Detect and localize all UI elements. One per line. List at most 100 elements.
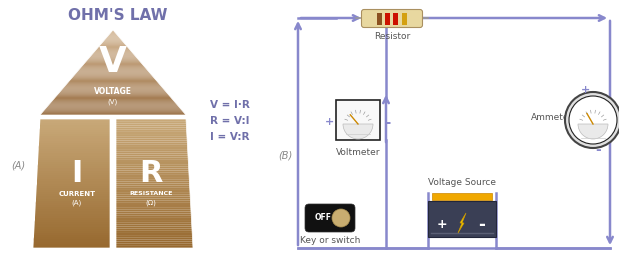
Polygon shape [77,71,150,73]
Bar [377,13,382,25]
Text: RESISTANCE: RESISTANCE [129,191,173,196]
Polygon shape [36,188,110,190]
Polygon shape [116,145,188,147]
Polygon shape [81,66,145,67]
Polygon shape [116,196,190,199]
Polygon shape [116,246,193,248]
Circle shape [565,92,619,148]
Polygon shape [38,143,110,145]
Polygon shape [37,183,110,186]
Polygon shape [116,214,191,216]
Polygon shape [116,224,192,227]
Polygon shape [116,138,187,141]
Polygon shape [97,47,129,48]
Polygon shape [116,130,187,132]
Polygon shape [79,68,147,69]
Polygon shape [116,183,189,186]
Polygon shape [40,128,110,130]
Polygon shape [35,211,110,214]
Polygon shape [60,90,166,92]
Polygon shape [116,188,190,190]
Polygon shape [36,192,110,194]
Text: -: - [478,216,485,234]
Polygon shape [116,229,192,231]
Polygon shape [37,177,110,179]
Text: Voltmeter: Voltmeter [335,148,380,157]
Polygon shape [116,164,189,166]
Polygon shape [116,153,188,156]
Polygon shape [89,57,137,58]
Text: OFF: OFF [314,213,332,223]
Polygon shape [116,179,189,181]
Polygon shape [34,227,110,229]
Polygon shape [58,94,168,95]
Polygon shape [116,201,191,203]
Polygon shape [58,93,168,94]
Polygon shape [36,196,110,199]
Polygon shape [116,207,191,209]
Polygon shape [46,106,180,108]
Text: OHM'S LAW: OHM'S LAW [68,8,168,24]
Polygon shape [94,51,132,52]
Polygon shape [87,59,139,60]
Text: I = V:R: I = V:R [210,132,249,142]
Polygon shape [64,85,162,86]
Polygon shape [116,181,189,183]
Polygon shape [112,30,114,31]
Polygon shape [116,173,189,175]
Text: Key or switch: Key or switch [300,236,360,245]
Polygon shape [33,246,110,248]
Polygon shape [116,220,192,222]
Polygon shape [84,63,142,64]
Polygon shape [90,55,136,57]
Polygon shape [40,114,186,115]
Polygon shape [116,222,192,224]
Polygon shape [35,218,110,220]
Polygon shape [35,216,110,218]
Polygon shape [38,162,110,164]
Circle shape [332,209,350,227]
Polygon shape [116,132,187,134]
Polygon shape [116,199,191,201]
Polygon shape [100,44,126,45]
Polygon shape [79,69,148,70]
Polygon shape [116,244,193,246]
Text: V = I·R: V = I·R [210,100,250,110]
Polygon shape [116,151,188,153]
Polygon shape [45,108,181,109]
Polygon shape [83,64,143,65]
Text: I: I [71,159,83,188]
Polygon shape [40,119,110,121]
Polygon shape [101,43,125,44]
Polygon shape [40,123,110,125]
Polygon shape [108,35,118,36]
Polygon shape [106,36,119,38]
Polygon shape [39,134,110,136]
Polygon shape [74,75,152,76]
Polygon shape [108,34,118,35]
Polygon shape [35,199,110,201]
Polygon shape [35,203,110,205]
Polygon shape [39,138,110,141]
Polygon shape [66,84,160,85]
Polygon shape [75,74,151,75]
Polygon shape [116,136,187,138]
Polygon shape [37,166,110,169]
Polygon shape [92,53,134,54]
Text: (V): (V) [108,98,118,105]
Polygon shape [38,158,110,160]
Polygon shape [33,235,110,237]
Polygon shape [116,233,193,235]
Polygon shape [35,207,110,209]
Polygon shape [37,181,110,183]
Bar [336,100,380,140]
Polygon shape [116,134,187,136]
Polygon shape [458,213,466,233]
Bar [385,13,390,25]
Text: +: + [324,117,334,127]
Polygon shape [116,186,190,188]
Polygon shape [110,32,116,33]
Polygon shape [39,132,110,134]
Polygon shape [97,48,129,49]
Polygon shape [77,70,149,71]
